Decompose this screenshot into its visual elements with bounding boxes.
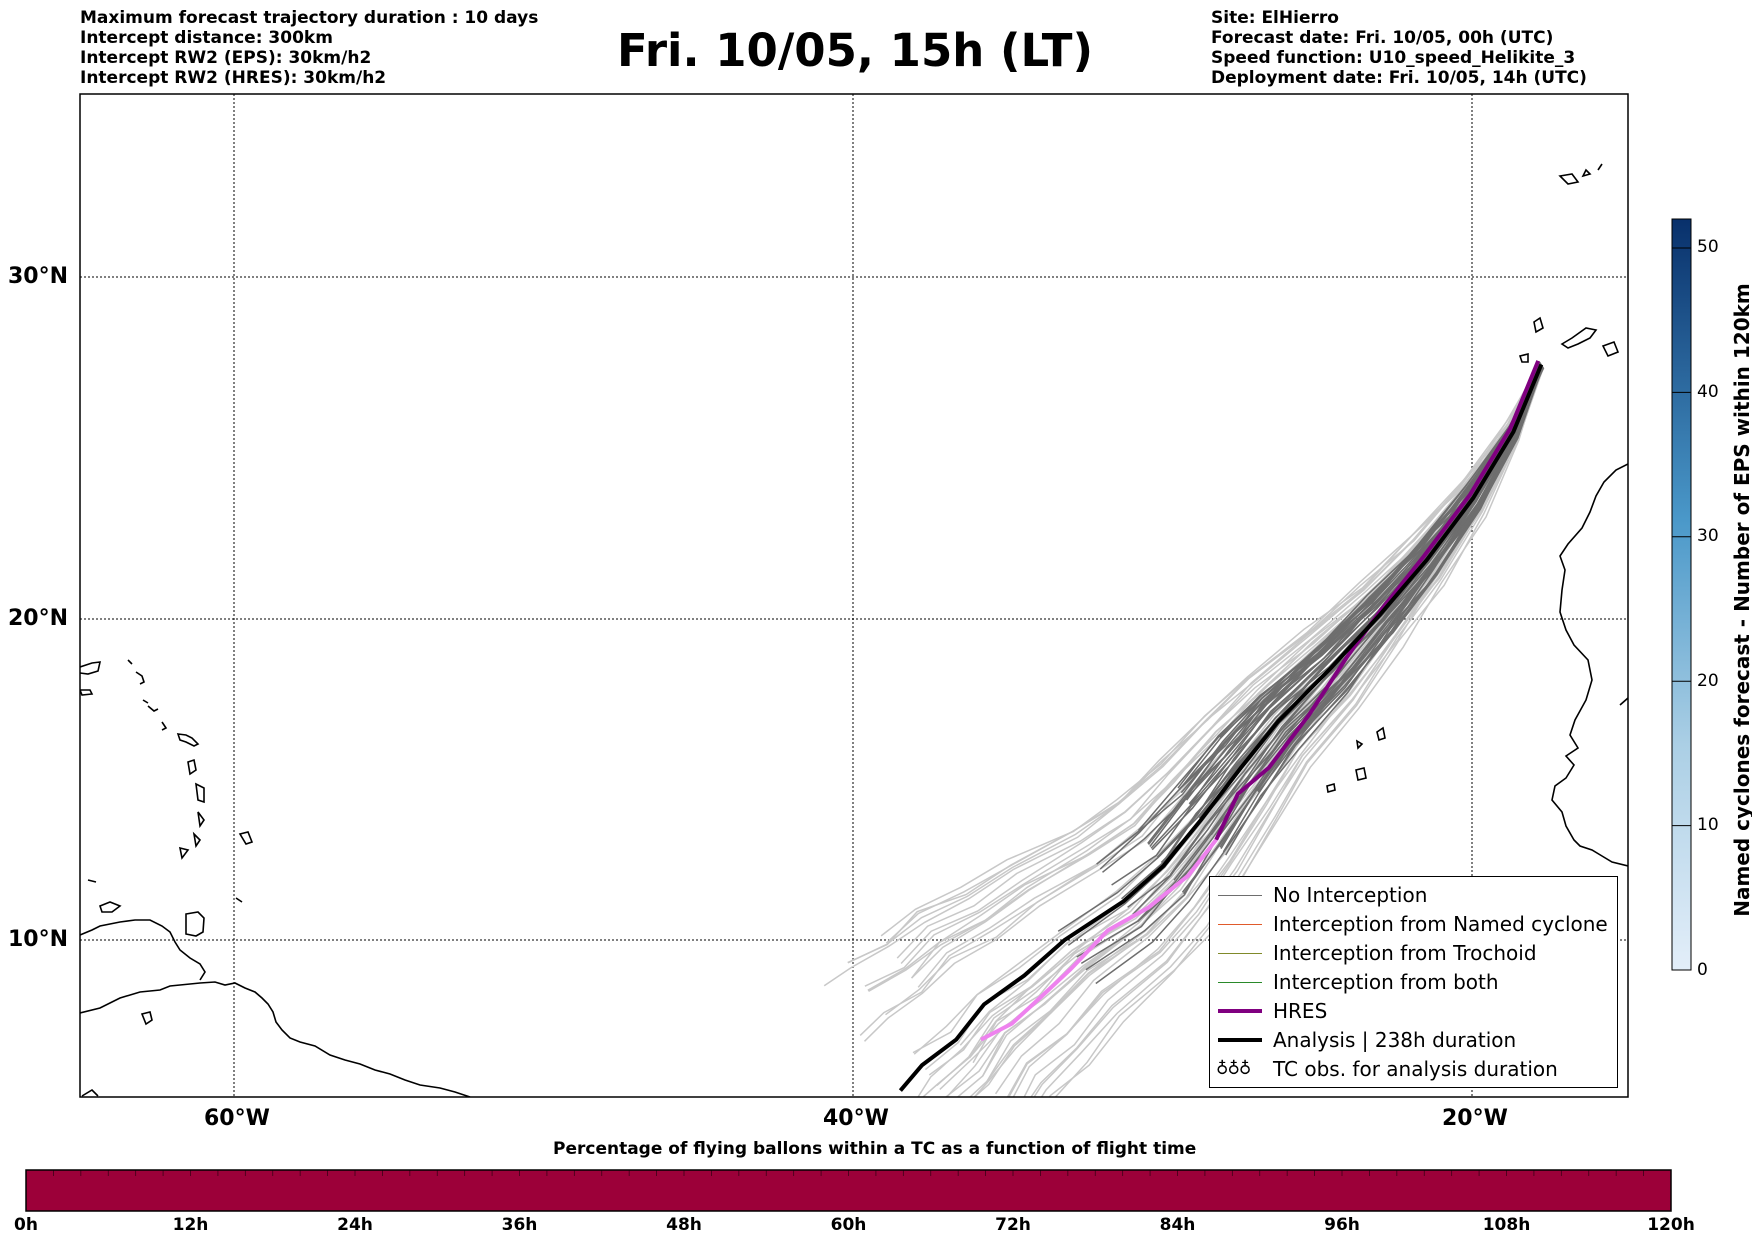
- ensemble-trajectory: [1040, 365, 1544, 1097]
- ensemble-trajectory: [1178, 363, 1542, 791]
- colorbar-tick-label: 20: [1697, 671, 1719, 691]
- ensemble-trajectory: [1057, 361, 1541, 932]
- lon-label-20w: 20°W: [1442, 1106, 1508, 1131]
- ensemble-trajectory: [896, 362, 1542, 959]
- map-legend: No Interception Interception from Named …: [1209, 876, 1618, 1088]
- legend-swatch-olive: [1218, 953, 1262, 954]
- ensemble-trajectory: [945, 363, 1542, 1097]
- header-right-line: Site: ElHierro: [1211, 8, 1339, 28]
- colorbar-tick-label: 10: [1697, 815, 1719, 835]
- legend-swatch-black: [1218, 1038, 1262, 1042]
- ensemble-trajectory: [847, 361, 1541, 964]
- lat-label-20n: 20°N: [8, 606, 69, 631]
- legend-swatch-green: [1218, 982, 1262, 983]
- legend-label: Interception from both: [1273, 970, 1499, 994]
- header-info-right: Site: ElHierro Forecast date: Fri. 10/05…: [1211, 8, 1587, 88]
- ensemble-trajectory: [1225, 363, 1542, 856]
- legend-label: TC obs. for analysis duration: [1273, 1057, 1558, 1081]
- time-bar-hour-label: 36h: [501, 1215, 538, 1235]
- time-bar-ticks: [53, 1170, 1644, 1176]
- time-bar-caption: Percentage of flying ballons within a TC…: [553, 1139, 1197, 1159]
- time-bar-hour-label: 0h: [14, 1215, 38, 1235]
- time-bar-hour-label: 108h: [1482, 1215, 1531, 1235]
- time-bar-hour-label: 12h: [172, 1215, 209, 1235]
- analysis-track: [898, 363, 1544, 1092]
- colorbar-tick-label: 40: [1697, 382, 1719, 402]
- header-left-line: Intercept distance: 300km: [80, 28, 333, 48]
- cyclone-colorbar: [1671, 218, 1692, 971]
- ensemble-trajectory: [823, 364, 1543, 987]
- ensemble-trajectory: [1048, 364, 1543, 1097]
- ensemble-trajectory: [847, 362, 1542, 964]
- colorbar-ticks: [1672, 247, 1691, 971]
- map-frame: [79, 93, 1629, 1098]
- legend-label: Interception from Named cyclone: [1273, 912, 1608, 936]
- lon-label-40w: 40°W: [823, 1106, 889, 1131]
- ensemble-trajectory: [1183, 364, 1543, 798]
- colorbar-title: Named cyclones forecast - Number of EPS …: [1730, 283, 1752, 917]
- lon-label-60w: 60°W: [204, 1106, 270, 1131]
- ensemble-trajectory: [1219, 364, 1543, 738]
- time-bar-hour-label: 84h: [1159, 1215, 1196, 1235]
- lat-label-10n: 10°N: [8, 927, 69, 952]
- hres-track-early: [979, 838, 1218, 1042]
- legend-label: HRES: [1273, 999, 1328, 1023]
- ensemble-trajectory: [1177, 365, 1543, 789]
- legend-label: Analysis | 238h duration: [1273, 1028, 1517, 1052]
- lat-label-30n: 30°N: [8, 264, 69, 289]
- legend-swatch-grey: [1218, 895, 1262, 896]
- time-bar-hour-label: 72h: [995, 1215, 1031, 1235]
- colorbar-tick-label: 50: [1697, 237, 1719, 257]
- time-bar: [25, 1169, 1672, 1212]
- header-right-line: Deployment date: Fri. 10/05, 14h (UTC): [1211, 68, 1587, 88]
- colorbar-tick-label: 0: [1697, 960, 1708, 980]
- cyclone-symbol-icon: ♁♁♁: [1216, 1059, 1251, 1079]
- header-right-line: Forecast date: Fri. 10/05, 00h (UTC): [1211, 28, 1554, 48]
- header-left-line: Maximum forecast trajectory duration : 1…: [80, 8, 539, 28]
- time-bar-hour-label: 96h: [1324, 1215, 1360, 1235]
- ensemble-trajectory: [1257, 362, 1541, 793]
- header-left-line: Intercept RW2 (EPS): 30km/h2: [80, 48, 372, 68]
- colorbar-tick-label: 30: [1697, 526, 1719, 546]
- ensemble-trajectory: [1147, 361, 1541, 844]
- header-left-line: Intercept RW2 (HRES): 30km/h2: [80, 68, 387, 88]
- time-bar-hour-label: 24h: [337, 1215, 373, 1235]
- header-right-line: Speed function: U10_speed_Helikite_3: [1211, 48, 1576, 68]
- legend-label: No Interception: [1273, 883, 1428, 907]
- time-bar-hour-label: 60h: [830, 1215, 867, 1235]
- ensemble-trajectory: [1095, 362, 1541, 985]
- legend-swatch-purple: [1218, 1009, 1262, 1013]
- time-bar-hour-label: 120h: [1647, 1215, 1695, 1235]
- coastlines: [80, 163, 1628, 1097]
- map-title: Fri. 10/05, 15h (LT): [616, 24, 1094, 77]
- ensemble-trajectory: [1023, 363, 1542, 1097]
- legend-label: Interception from Trochoid: [1273, 941, 1537, 965]
- header-info-left: Maximum forecast trajectory duration : 1…: [80, 8, 538, 88]
- legend-swatch-orange: [1218, 924, 1262, 925]
- time-bar-hour-label: 48h: [666, 1215, 702, 1235]
